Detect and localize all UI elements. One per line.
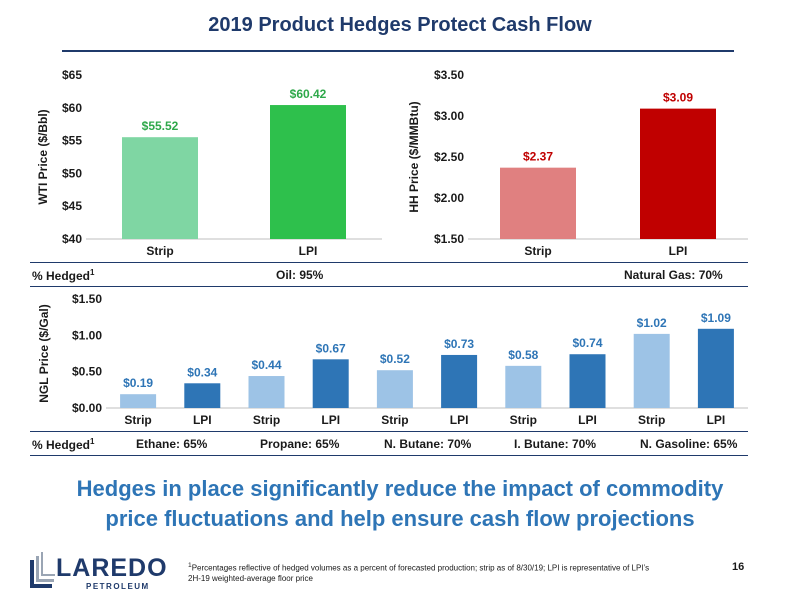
ngl-bar xyxy=(120,394,157,408)
ngl-bar xyxy=(376,370,413,408)
ngl-bar-value-label: $0.73 xyxy=(444,337,474,351)
ngl-category-label: LPI xyxy=(193,413,212,427)
gas-bar-value-label: $2.37 xyxy=(523,150,553,164)
oil-hedged-value: Oil: 95% xyxy=(276,268,324,282)
oil-bar xyxy=(122,137,198,239)
oil-ytick-label: $65 xyxy=(62,68,82,82)
oil-category-label: LPI xyxy=(299,244,318,258)
footnote: 1Percentages reflective of hedged volume… xyxy=(188,561,708,584)
ngl-bar xyxy=(184,383,221,408)
laredo-logo: LAREDO PETROLEUM xyxy=(30,552,168,591)
ngl-bar xyxy=(248,376,285,408)
n-butane-hedged-value: N. Butane: 70% xyxy=(384,437,472,451)
oil-gas-hedged-label: % Hedged1 xyxy=(32,268,95,283)
ngl-bar xyxy=(697,328,734,408)
ngl-bar xyxy=(312,359,349,408)
gas-ytick-label: $2.50 xyxy=(434,150,464,164)
oil-ytick-label: $45 xyxy=(62,199,82,213)
page-number: 16 xyxy=(732,561,745,573)
gas-bar xyxy=(640,108,716,240)
title-divider xyxy=(62,50,734,52)
logo-mark-icon xyxy=(30,552,55,588)
ngl-ytick-label: $0.00 xyxy=(72,401,102,415)
tagline-line-2: price fluctuations and help ensure cash … xyxy=(105,506,695,531)
logo-subtitle: PETROLEUM xyxy=(86,582,150,591)
ngl-bar-value-label: $0.58 xyxy=(508,348,538,362)
tagline-line-1: Hedges in place significantly reduce the… xyxy=(76,476,724,501)
ngl-y-axis-label: NGL Price ($/Gal) xyxy=(37,304,51,402)
oil-y-axis-label: WTI Price ($/Bbl) xyxy=(36,109,50,204)
gas-hedged-value: Natural Gas: 70% xyxy=(624,268,723,282)
ngl-category-label: Strip xyxy=(510,413,537,427)
ngl-category-label: LPI xyxy=(321,413,340,427)
gas-category-label: LPI xyxy=(669,244,688,258)
gas-category-label: Strip xyxy=(524,244,551,258)
ngl-hedge-row-bottom-divider xyxy=(30,455,748,456)
logo-wordmark: LAREDO xyxy=(56,554,168,582)
gas-y-axis-label: HH Price ($/MMBtu) xyxy=(407,101,421,212)
ngl-bar-value-label: $0.34 xyxy=(187,365,217,379)
ngl-bar-value-label: $0.74 xyxy=(572,336,602,350)
hedge-row-mid-divider xyxy=(30,286,748,287)
ngl-category-label: LPI xyxy=(578,413,597,427)
gas-bar-value-label: $3.09 xyxy=(663,91,693,105)
ngl-category-label: Strip xyxy=(381,413,408,427)
oil-bar-value-label: $55.52 xyxy=(142,119,179,133)
ngl-bar xyxy=(441,354,478,408)
oil-ytick-label: $55 xyxy=(62,134,82,148)
propane-hedged-value: Propane: 65% xyxy=(260,437,340,451)
gas-bar xyxy=(500,167,576,239)
n-gasoline-hedged-value: N. Gasoline: 65% xyxy=(640,437,738,451)
hedge-row-top-divider xyxy=(30,262,748,263)
ngl-category-label: Strip xyxy=(124,413,151,427)
ngl-category-label: Strip xyxy=(253,413,280,427)
ngl-bar xyxy=(633,333,670,408)
gas-ytick-label: $2.00 xyxy=(434,191,464,205)
tagline: Hedges in place significantly reduce the… xyxy=(0,474,800,534)
ngl-bar-value-label: $0.52 xyxy=(380,352,410,366)
footnote-line-1: Percentages reflective of hedged volumes… xyxy=(191,563,650,573)
oil-ytick-label: $50 xyxy=(62,166,82,180)
ngl-ytick-label: $0.50 xyxy=(72,365,102,379)
gas-ytick-label: $3.50 xyxy=(434,68,464,82)
ngl-bar-value-label: $1.02 xyxy=(637,316,667,330)
ngl-hedge-row-divider xyxy=(30,431,748,432)
ngl-category-label: LPI xyxy=(707,413,726,427)
ngl-hedged-label: % Hedged1 xyxy=(32,437,95,452)
ngl-ytick-label: $1.00 xyxy=(72,328,102,342)
ngl-bar-value-label: $0.67 xyxy=(316,341,346,355)
ngl-bar xyxy=(569,354,606,408)
ngl-ytick-label: $1.50 xyxy=(72,292,102,306)
ethane-hedged-value: Ethane: 65% xyxy=(136,437,208,451)
footnote-mark: 1 xyxy=(188,562,192,569)
ngl-bar-value-label: $1.09 xyxy=(701,311,731,325)
ngl-bar-value-label: $0.44 xyxy=(251,358,281,372)
ngl-bar xyxy=(505,365,542,408)
i-butane-hedged-value: I. Butane: 70% xyxy=(514,437,597,451)
oil-bar xyxy=(270,105,346,239)
oil-bar-value-label: $60.42 xyxy=(290,87,327,101)
gas-ytick-label: $3.00 xyxy=(434,109,464,123)
oil-ytick-label: $60 xyxy=(62,101,82,115)
ngl-category-label: LPI xyxy=(450,413,469,427)
footnote-line-2: 2H-19 weighted-average floor price xyxy=(188,573,313,583)
page-title: 2019 Product Hedges Protect Cash Flow xyxy=(208,14,592,36)
oil-ytick-label: $40 xyxy=(62,232,82,246)
ngl-bar-value-label: $0.19 xyxy=(123,376,153,390)
oil-category-label: Strip xyxy=(146,244,173,258)
gas-ytick-label: $1.50 xyxy=(434,232,464,246)
ngl-category-label: Strip xyxy=(638,413,665,427)
